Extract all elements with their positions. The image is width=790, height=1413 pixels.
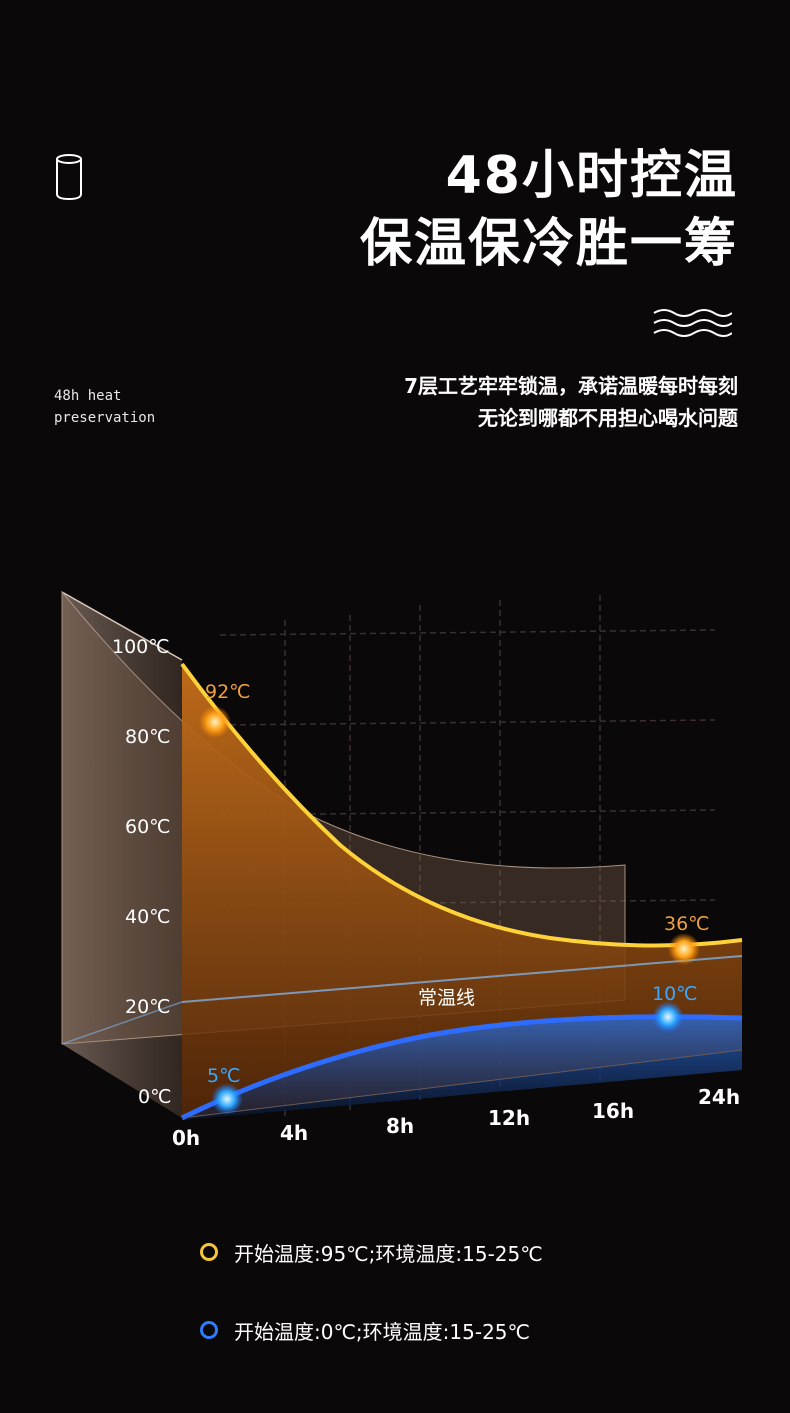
y-tick-100: 100℃: [112, 636, 170, 658]
y-tick-60: 60℃: [125, 816, 171, 838]
hot-end-label: 36℃: [664, 913, 710, 935]
legend-cold-marker: [200, 1321, 218, 1339]
legend-item-hot: 开始温度:95℃;环境温度:15-25℃: [200, 1232, 543, 1272]
legend-hot-marker: [200, 1243, 218, 1261]
cold-start-point: [211, 1083, 243, 1115]
english-caption: 48h heat preservation: [54, 388, 156, 426]
x-tick-12h: 12h: [488, 1106, 530, 1130]
wave-icon: [653, 309, 732, 337]
y-tick-0: 0℃: [138, 1086, 171, 1108]
description: 7层工艺牢牢锁温，承诺温暖每时每刻 无论到哪都不用担心喝水问题: [404, 370, 738, 434]
cold-series-line: [180, 1014, 743, 1121]
cold-series-area: [182, 1016, 742, 1120]
y-tick-20: 20℃: [125, 996, 171, 1018]
legend-hot-text: 开始温度:95℃;环境温度:15-25℃: [234, 1241, 543, 1266]
title-line-2: 保温保冷胜一筹: [359, 214, 738, 274]
page-title: 48小时控温 保温保冷胜一筹: [360, 142, 738, 278]
description-line-1: 7层工艺牢牢锁温，承诺温暖每时每刻: [404, 374, 738, 398]
hot-series-area: [182, 664, 742, 1118]
hot-series-line: [180, 662, 743, 948]
description-line-2: 无论到哪都不用担心喝水问题: [478, 406, 738, 430]
x-tick-8h: 8h: [386, 1114, 414, 1138]
hot-start-label: 92℃: [205, 681, 251, 703]
side-panel: [62, 592, 182, 1118]
hot-end-point: [668, 933, 700, 965]
room-temp-line: [181, 955, 743, 1003]
hot-start-point: [199, 706, 231, 738]
y-tick-80: 80℃: [125, 726, 171, 748]
cold-start-label: 5℃: [207, 1065, 240, 1087]
legend-cold-text: 开始温度:0℃;环境温度:15-25℃: [234, 1319, 530, 1344]
cup-icon: [56, 154, 82, 201]
x-tick-4h: 4h: [280, 1121, 308, 1145]
legend-item-cold: 开始温度:0℃;环境温度:15-25℃: [200, 1310, 530, 1350]
cold-end-label: 10℃: [652, 983, 698, 1005]
x-tick-0h: 0h: [172, 1126, 200, 1150]
cold-end-point: [652, 1001, 684, 1033]
y-tick-40: 40℃: [125, 906, 171, 928]
title-line-1: 48小时控温: [445, 146, 738, 206]
x-tick-16h: 16h: [592, 1099, 634, 1123]
x-tick-24h: 24h: [698, 1085, 740, 1109]
room-temp-label: 常温线: [418, 987, 475, 1009]
temperature-chart: 常温线 0℃ 20℃ 40℃ 60℃ 80℃ 100℃ 0h 4h 8h 12h…: [61, 590, 743, 1150]
